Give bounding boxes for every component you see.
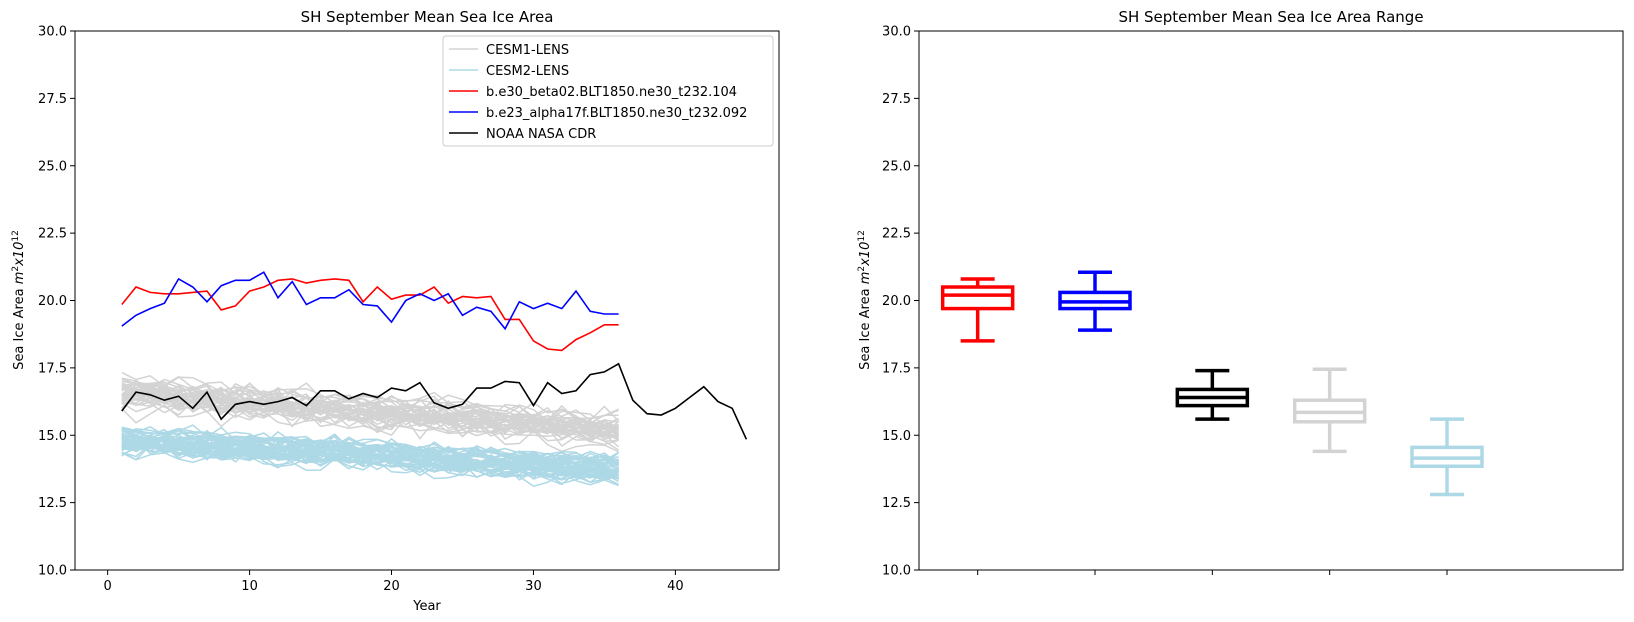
left-y-label-unit-base: m [12,272,27,285]
left-ensemble-lines [121,371,620,488]
ensemble-member-line [121,440,619,477]
left-y-tick-label: 15.0 [38,429,67,444]
box-plot [1175,368,1250,421]
right-y-tick-label: 25.0 [882,159,911,174]
legend-label-cesm2: CESM2-LENS [486,64,569,79]
left-x-tick-label: 30 [525,579,542,594]
right-y-label-unit-mid: x10 [858,242,873,267]
legend-box [442,35,774,147]
left-chart-title: SH September Mean Sea Ice Area [301,8,554,26]
right-y-tick-label: 17.5 [882,361,911,376]
left-y-tick-label: 27.5 [38,92,67,107]
legend-label-cdr: NOAA NASA CDR [486,127,596,142]
left-y-tick-label: 10.0 [38,564,67,579]
left-series-lines [121,271,748,440]
left-x-axis-label: Year [412,599,441,614]
legend-label-beta02: b.e30_beta02.BLT1850.ne30_t232.104 [486,85,737,100]
left-y-axis-label: Sea Ice Area m2x1012 [11,230,27,370]
right-y-axis-label: Sea Ice Area m2x1012 [857,230,873,370]
left-y-tick-label: 12.5 [38,496,67,511]
right-boxes [940,270,1484,497]
legend-entry-cdr: NOAA NASA CDR [449,127,596,142]
left-y-label-unit-exp: 2 [11,266,21,272]
right-chart-title: SH September Mean Sea Ice Area Range [1118,8,1423,26]
box-plot [940,277,1015,343]
right-y-label-unit-exp: 2 [857,266,867,272]
left-y-label-unit-exp2: 12 [11,230,21,241]
left-y-tick-label: 30.0 [38,25,67,40]
ensemble-member-line [121,378,619,423]
ensemble-member-line [121,435,620,471]
left-y-label-unit-mid: x10 [12,242,27,267]
ensemble-member-line [121,445,619,483]
left-y-tick-label: 22.5 [38,227,67,242]
left-y-tick-label: 20.0 [38,294,67,309]
ensemble-member-line [121,389,619,440]
ensemble-member-line [121,391,619,439]
legend-label-alpha17f: b.e23_alpha17f.BLT1850.ne30_t232.092 [486,106,747,121]
right-y-tick-label: 30.0 [882,25,911,40]
right-y-label-unit-exp2: 12 [857,230,867,241]
right-y-tick-label: 20.0 [882,294,911,309]
ensemble-member-line [121,393,620,451]
left-x-tick-label: 20 [383,579,400,594]
box-plot [1410,417,1484,497]
ensemble-member-line [121,425,619,465]
right-axis-ticks: 10.0 12.5 15.0 17.5 20.0 22.5 25.0 27.5 30.0 [882,25,1448,579]
right-y-tick-label: 27.5 [882,92,911,107]
legend-entry-cesm1: CESM1-LENS [449,43,569,58]
right-y-tick-label: 10.0 [882,564,911,579]
right-plot-frame [918,30,1624,571]
ensemble-member-line [121,444,619,485]
left-y-label-main: Sea Ice Area [12,284,27,370]
right-y-tick-label: 15.0 [882,429,911,444]
right-y-label-main: Sea Ice Area [858,284,873,370]
series-line [121,362,748,440]
right-y-tick-label: 22.5 [882,227,911,242]
legend-entry-cesm2: CESM2-LENS [449,64,569,79]
ensemble-member-line [121,444,619,484]
series-line [121,278,619,352]
box-plot [1058,270,1132,332]
left-plot-frame [74,30,780,571]
legend: CESM1-LENS CESM2-LENS b.e30_beta02.BLT18… [442,35,774,147]
legend-entry-beta02: b.e30_beta02.BLT1850.ne30_t232.104 [449,85,737,100]
legend-label-cesm1: CESM1-LENS [486,43,569,58]
right-y-tick-label: 12.5 [882,496,911,511]
box-body [940,285,1015,311]
right-y-label-unit-base: m [858,272,873,285]
box-plot [1292,367,1367,454]
left-y-tick-label: 25.0 [38,159,67,174]
left-x-tick-label: 0 [104,579,112,594]
series-line [121,271,619,331]
left-axis-ticks: 10.0 12.5 15.0 17.5 20.0 22.5 25.0 27.5 30.0 0 10 2… [38,25,684,595]
left-x-tick-label: 10 [241,579,258,594]
left-y-tick-label: 17.5 [38,361,67,376]
ensemble-member-line [121,383,620,434]
left-line-chart: SH September Mean Sea Ice Area 10.012.51… [11,8,780,614]
legend-entry-alpha17f: b.e23_alpha17f.BLT1850.ne30_t232.092 [449,106,747,121]
right-box-chart: SH September Mean Sea Ice Area Range 10.… [857,8,1624,579]
ensemble-member-line [121,428,619,464]
left-x-tick-label: 40 [667,579,684,594]
